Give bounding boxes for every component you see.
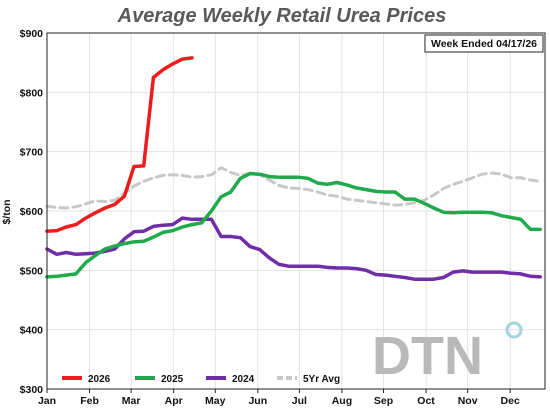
chart-title: Average Weekly Retail Urea Prices bbox=[117, 5, 447, 27]
legend-label: 2025 bbox=[161, 374, 184, 385]
y-tick-label: $500 bbox=[20, 265, 44, 277]
legend-label: 5Yr Avg bbox=[303, 374, 340, 385]
y-axis-label: $/ton bbox=[1, 199, 13, 224]
series-line-2026 bbox=[45, 56, 194, 233]
week-ended-annotation: Week Ended 04/17/26 bbox=[431, 38, 537, 50]
plot-frame bbox=[46, 32, 546, 390]
legend-label: 2026 bbox=[88, 374, 111, 385]
x-tick-label: Aug bbox=[332, 395, 352, 407]
legend: 2026 2025 2024 5Yr Avg bbox=[62, 374, 340, 385]
series-line-5yr-avg bbox=[45, 166, 542, 210]
y-tick-label: $900 bbox=[20, 28, 44, 40]
x-tick-label: Jun bbox=[248, 395, 267, 407]
y-tick-label: $600 bbox=[20, 206, 44, 218]
dtn-logo: DTN bbox=[372, 321, 523, 386]
x-tick-label: Mar bbox=[122, 395, 141, 407]
y-tick-label: $300 bbox=[20, 384, 44, 396]
dtn-logo-text: DTN bbox=[372, 326, 483, 386]
x-tick-label: Nov bbox=[458, 395, 478, 407]
x-tick-label: Oct bbox=[417, 395, 435, 407]
x-tick-label: May bbox=[205, 395, 226, 407]
x-tick-label: Jul bbox=[292, 395, 307, 407]
x-tick-label: Jan bbox=[38, 395, 56, 407]
y-tick-label: $700 bbox=[20, 147, 44, 159]
y-tick-label: $800 bbox=[20, 87, 44, 99]
axis-layer: $300 $400 $500 $600 $700 $800 $900 Jan Feb Mar Apr… bbox=[20, 28, 520, 407]
series-layer bbox=[45, 56, 542, 281]
x-tick-label: Sep bbox=[374, 395, 393, 407]
x-tick-label: Dec bbox=[501, 395, 520, 407]
legend-label: 2024 bbox=[232, 374, 255, 385]
series-line-2025 bbox=[45, 171, 542, 279]
x-tick-label: Apr bbox=[165, 395, 183, 407]
x-tick-label: Feb bbox=[80, 395, 99, 407]
annotation-box: Week Ended 04/17/26 bbox=[424, 34, 544, 53]
y-tick-label: $400 bbox=[20, 325, 44, 337]
annotation-frame bbox=[424, 34, 544, 53]
dtn-logo-ring bbox=[505, 321, 523, 339]
series-line-2024 bbox=[45, 216, 542, 281]
